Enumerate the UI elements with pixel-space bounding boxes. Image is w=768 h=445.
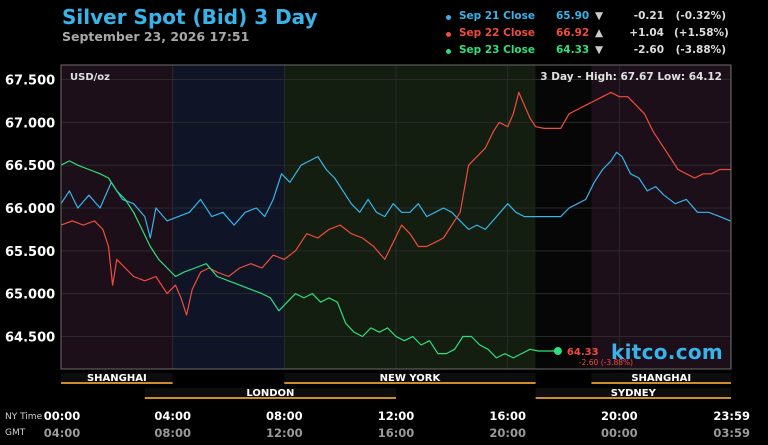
session-label: SYDNEY (611, 388, 657, 399)
x-tick-label-gmt: 20:00 (489, 426, 526, 440)
session-label: SHANGHAI (87, 373, 147, 384)
x-tick-label-ny: 04:00 (154, 409, 191, 423)
legend-percent: (-3.88%) (675, 44, 726, 56)
legend-arrow: ▲ (595, 27, 604, 39)
x-tick-label-gmt: 16:00 (378, 426, 415, 440)
x-tick-label-gmt: 03:59 (713, 426, 750, 440)
legend-change: -0.21 (633, 10, 664, 22)
x-tick-label-ny: 16:00 (489, 409, 526, 423)
chart-title: Silver Spot (Bid) 3 Day (62, 5, 318, 29)
legend-label: Sep 23 Close (459, 44, 536, 56)
ny-time-label: NY Time (5, 412, 43, 422)
legend-dot (446, 32, 451, 37)
y-tick-label: 65.500 (5, 245, 55, 260)
legend-dot (446, 15, 451, 20)
session-bg (591, 373, 731, 384)
last-change-label: -2.60 (-3.88%) (579, 358, 633, 367)
legend-dot (446, 49, 451, 54)
chart-date: September 23, 2026 17:51 (62, 29, 250, 44)
x-tick-label-gmt: 04:00 (44, 426, 81, 440)
x-tick-label-ny: 23:59 (713, 409, 750, 423)
session-band-shanghai2 (591, 65, 731, 369)
legend-value: 66.92 (556, 27, 590, 39)
series-line-sep-21-close (60, 151, 731, 239)
y-tick-label: 66.000 (5, 202, 55, 217)
y-tick-label: 67.000 (5, 116, 55, 131)
session-band-newyork (284, 65, 536, 369)
legend-arrow: ▼ (595, 44, 604, 56)
legend-change: +1.04 (629, 27, 664, 39)
session-bg (61, 373, 173, 384)
range-label: 3 Day - High: 67.67 Low: 64.12 (540, 71, 722, 83)
x-tick-label-ny: 12:00 (378, 409, 415, 423)
legend-row: Sep 21 Close 65.90 ▼ -0.21 (-0.32%) (446, 10, 766, 26)
session-bg (144, 388, 396, 399)
plot-frame (60, 64, 732, 370)
gmt-label: GMT (5, 428, 26, 438)
x-tick-label-ny: 20:00 (601, 409, 638, 423)
legend-value: 64.33 (556, 44, 590, 56)
legend-percent: (-0.32%) (675, 10, 726, 22)
x-tick-label-gmt: 00:00 (601, 426, 638, 440)
legend-label: Sep 22 Close (459, 27, 536, 39)
series-line-sep-22-close (60, 91, 731, 316)
y-tick-label: 66.500 (5, 159, 55, 174)
legend-percent: (+1.58%) (674, 27, 729, 39)
session-bg (284, 373, 536, 384)
unit-label: USD/oz (70, 72, 110, 83)
y-tick-label: 65.000 (5, 288, 55, 303)
session-label: SHANGHAI (631, 373, 691, 384)
legend-row: Sep 23 Close 64.33 ▼ -2.60 (-3.88%) (446, 44, 766, 60)
session-band-london (172, 65, 285, 369)
session-label: LONDON (246, 388, 294, 399)
legend-arrow: ▼ (595, 10, 604, 22)
y-tick-label: 64.500 (5, 330, 55, 345)
legend-row: Sep 22 Close 66.92 ▲ +1.04 (+1.58%) (446, 27, 766, 43)
session-label: NEW YORK (380, 373, 442, 384)
x-tick-label-gmt: 08:00 (154, 426, 191, 440)
session-band-shanghai (61, 65, 173, 369)
y-tick-label: 67.500 (5, 74, 55, 89)
last-point-marker (553, 347, 562, 356)
legend-label: Sep 21 Close (459, 10, 536, 22)
x-tick-label-ny: 08:00 (266, 409, 303, 423)
x-tick-label-gmt: 12:00 (266, 426, 303, 440)
session-bg (535, 388, 731, 399)
last-value-label: 64.33 (567, 347, 599, 358)
kitco-logo: kitco.com (611, 340, 724, 364)
legend-value: 65.90 (556, 10, 590, 22)
legend-change: -2.60 (633, 44, 664, 56)
series-line-sep-23-close (60, 160, 558, 359)
x-tick-label-ny: 00:00 (44, 409, 81, 423)
